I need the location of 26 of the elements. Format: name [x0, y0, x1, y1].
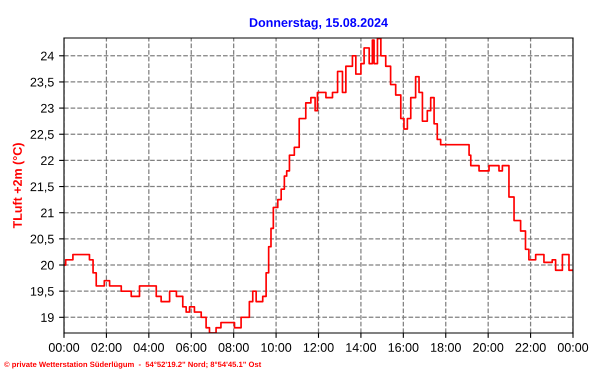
x-tick-label: 08:00: [218, 343, 249, 352]
x-tick-label: 12:00: [304, 343, 334, 352]
y-axis-title: TLuft +2m (°C): [12, 143, 24, 228]
y-tick-label: 22: [41, 156, 54, 165]
y-tick-label: 20: [41, 260, 54, 270]
y-tick-label: 24: [41, 52, 54, 60]
y-tick-label: 21,5: [30, 182, 54, 193]
y-tick-label: 21: [41, 208, 54, 218]
y-tick-label: 23: [41, 104, 54, 113]
x-tick-label: 00:00: [558, 343, 588, 352]
y-tick-label: 23,5: [30, 78, 54, 88]
x-tick-label: 18:00: [431, 343, 461, 352]
y-tick-label: 20,5: [30, 234, 54, 245]
x-tick-label: 22:00: [516, 343, 546, 352]
x-tick-label: 04:00: [134, 343, 164, 352]
x-tick-label: 06:00: [176, 343, 206, 352]
chart-title: Donnerstag, 15.08.2024: [250, 18, 388, 30]
x-tick-label: 14:00: [346, 343, 376, 352]
x-tick-label: 00:00: [48, 343, 80, 352]
x-tick-label: 02:00: [91, 343, 122, 352]
y-tick-label: 22,5: [30, 130, 54, 140]
y-tick-label: 19: [41, 313, 54, 322]
x-tick-label: 10:00: [261, 343, 292, 352]
x-tick-label: 20:00: [473, 343, 504, 352]
y-tick-label: 19,5: [30, 286, 54, 298]
x-tick-label: 16:00: [388, 343, 418, 352]
